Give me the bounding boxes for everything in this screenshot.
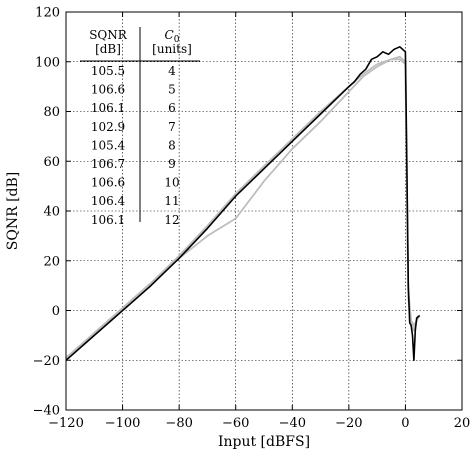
table-cell-sqnr: 105.5 — [91, 64, 125, 78]
x-tick-label: 20 — [454, 416, 471, 431]
table-cell-sqnr: 106.6 — [91, 83, 125, 97]
table-header-c0-letter: C — [165, 28, 174, 42]
table-cell-sqnr: 102.9 — [91, 120, 125, 134]
table-cell-c0: 9 — [168, 157, 176, 171]
x-tick-label: −20 — [335, 416, 362, 431]
ticks: −120 −100 −80 −60 −40 −20 0 20−40−2002040608010… — [33, 6, 471, 432]
y-axis-label: SQNR [dB] — [5, 172, 21, 250]
table-cell-c0: 10 — [164, 176, 179, 190]
table-cell-sqnr: 106.1 — [91, 213, 125, 227]
table-rows: 105.5 4 106.6 5 106.1 6 102.9 7 105.4 8 106.7 9 106.… — [91, 64, 180, 227]
x-tick-label: −40 — [279, 416, 306, 431]
x-tick-label: −120 — [48, 416, 84, 431]
table-cell-c0: 5 — [168, 83, 176, 97]
table-cell-sqnr: 106.7 — [91, 157, 125, 171]
table-header-c0-unit: [units] — [152, 42, 192, 56]
y-tick-label: −20 — [33, 354, 60, 369]
y-tick-label: −40 — [33, 404, 60, 419]
y-tick-label: 0 — [52, 304, 60, 319]
table-cell-sqnr: 106.4 — [91, 194, 126, 208]
y-tick-label: 20 — [43, 254, 60, 269]
y-tick-label: 120 — [35, 6, 60, 21]
table-cell-c0: 12 — [164, 213, 179, 227]
x-tick-label: −80 — [165, 416, 192, 431]
y-tick-label: 60 — [43, 155, 60, 170]
y-tick-label: 40 — [43, 205, 60, 220]
table-header-sqnr-unit: [dB] — [95, 42, 121, 56]
x-axis-label: Input [dBFS] — [218, 434, 310, 450]
x-tick-label: −100 — [105, 416, 141, 431]
x-tick-label: −60 — [222, 416, 249, 431]
table-cell-c0: 4 — [168, 64, 176, 78]
table-cell-c0: 7 — [168, 120, 176, 134]
table-cell-c0: 8 — [168, 138, 176, 152]
series-layer — [65, 46, 421, 362]
table-cell-sqnr: 106.6 — [91, 176, 125, 190]
table-header-c0-subscript: 0 — [174, 35, 180, 45]
table-cell-sqnr: 105.4 — [91, 138, 126, 152]
y-tick-label: 80 — [43, 105, 60, 120]
series-line-1 — [65, 46, 421, 362]
y-tick-label: 100 — [35, 55, 60, 70]
x-tick-label: 0 — [401, 416, 409, 431]
table-header-sqnr: SQNR — [89, 28, 128, 42]
table-cell-c0: 11 — [164, 194, 179, 208]
table-cell-sqnr: 106.1 — [91, 101, 125, 115]
table-cell-c0: 6 — [168, 101, 176, 115]
table-header-c0: C0 — [165, 28, 180, 45]
